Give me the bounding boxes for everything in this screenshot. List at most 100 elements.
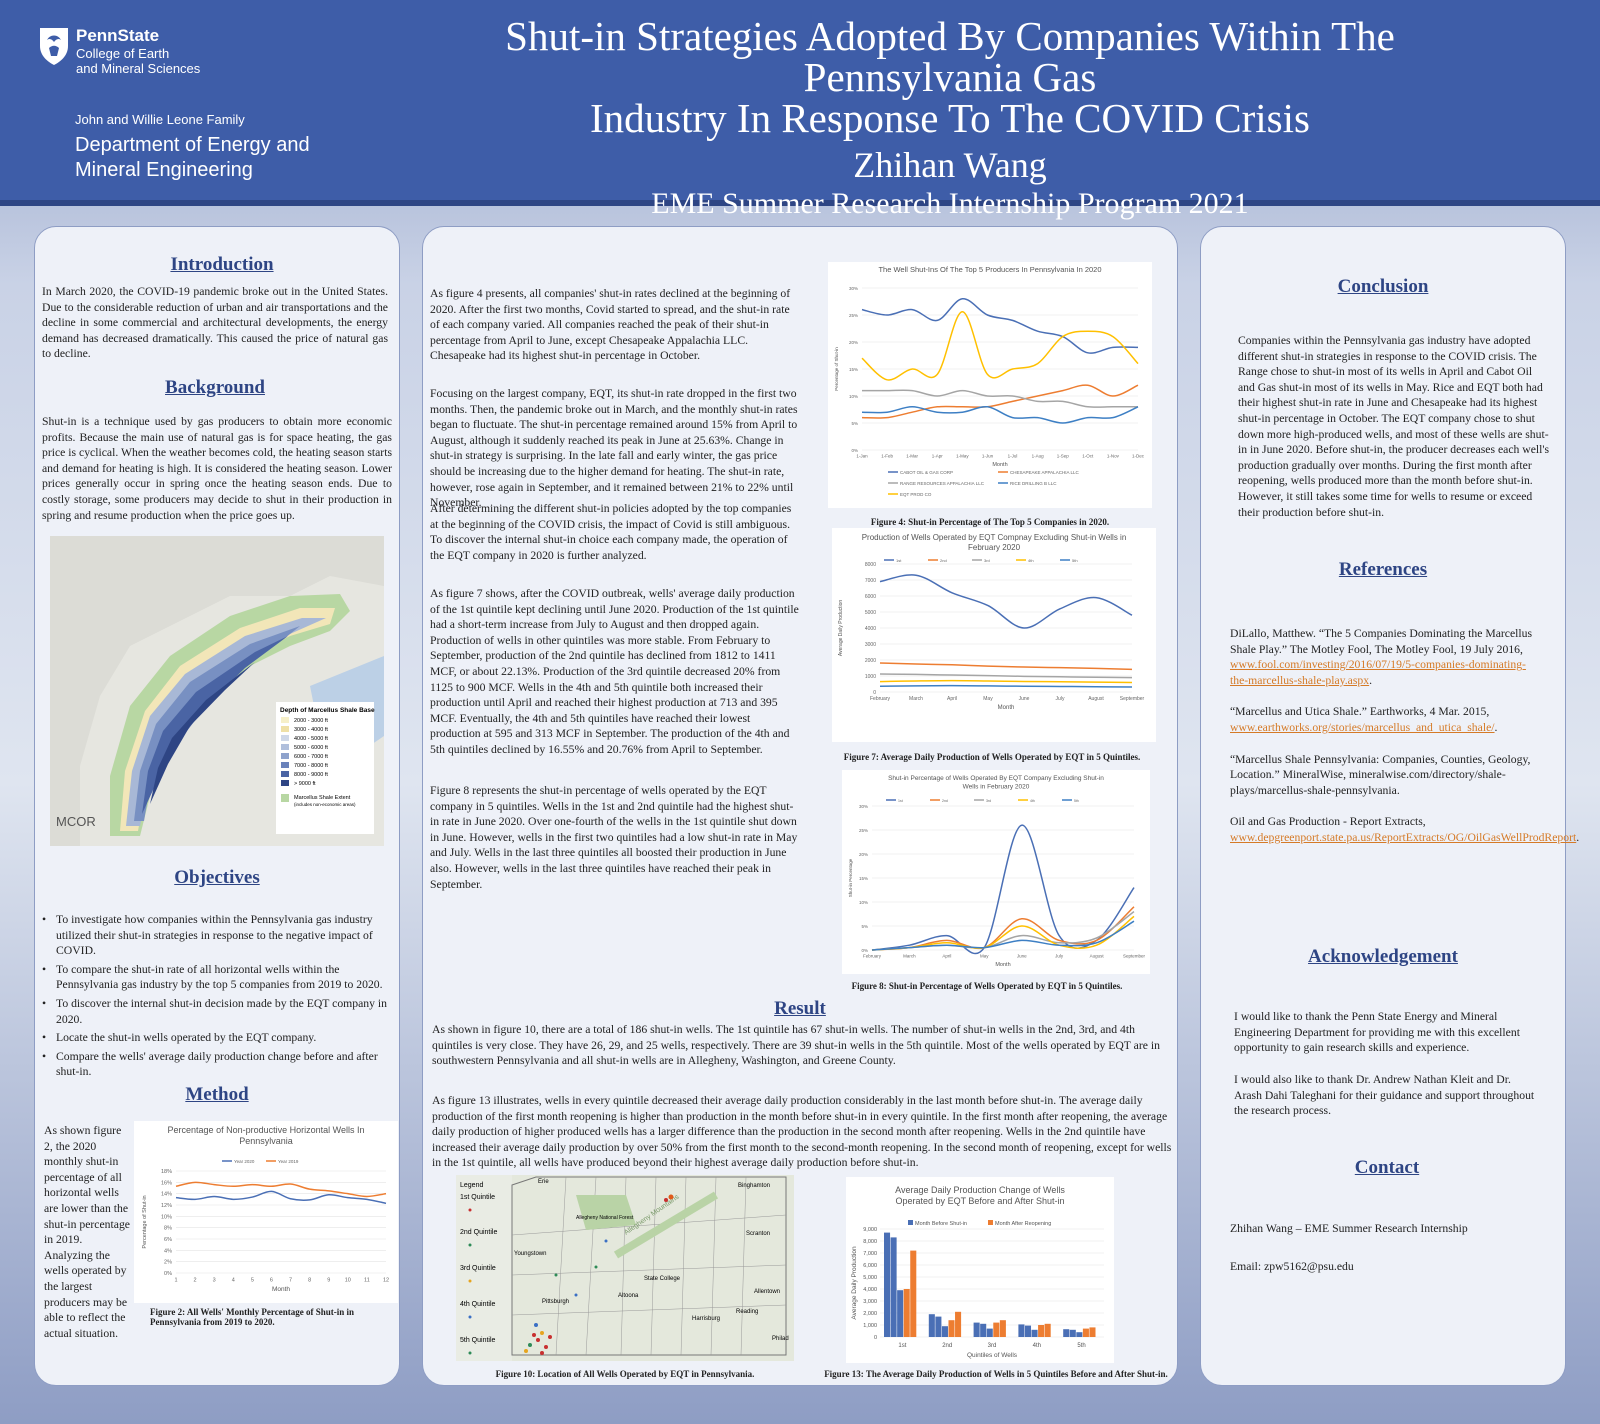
y-tick-label: 3000 — [865, 642, 876, 648]
map10-place: State College — [644, 1276, 681, 1282]
bar — [1044, 1323, 1051, 1337]
background-heading: Background — [165, 377, 265, 398]
x-tick-label: 1-Feb — [881, 454, 893, 459]
y-tick-label: 5% — [861, 924, 868, 929]
y-tick-label: 18% — [161, 1169, 172, 1175]
y-tick-label: 8000 — [865, 562, 876, 568]
y-tick-label: 0% — [851, 448, 858, 453]
legend-label: 3rd — [984, 558, 990, 563]
map10-legend-item: 5th Quintile — [460, 1337, 496, 1344]
reference-link[interactable]: www.depgreenport.state.pa.us/ReportExtra… — [1230, 830, 1577, 844]
contact-heading: Contact — [1354, 1157, 1420, 1178]
y-tick-label: 6% — [164, 1237, 172, 1243]
x-tick-label: 2nd — [942, 1343, 952, 1349]
legend-label: 5th — [1074, 799, 1079, 803]
series-line — [879, 679, 1133, 684]
references-list: DiLallo, Matthew. “The 5 Companies Domin… — [1230, 626, 1579, 862]
map10-place: Allentown — [754, 1289, 780, 1295]
map10-legend-item: 4th Quintile — [460, 1301, 496, 1308]
acknowledgement-heading: Acknowledgement — [1308, 946, 1458, 967]
legend-swatch — [988, 1220, 993, 1225]
y-tick-label: 20% — [849, 340, 858, 345]
reference-link[interactable]: www.fool.com/investing/2016/07/19/5-comp… — [1230, 658, 1526, 687]
y-axis-label: Average Daily Production — [851, 1246, 858, 1320]
figure-4-chart: The Well Shut-Ins Of The Top 5 Producers… — [828, 262, 1152, 508]
x-tick-label: 7 — [289, 1278, 292, 1284]
series-line — [861, 298, 1139, 354]
map-legend-item: 4000 - 5000 ft — [294, 736, 328, 742]
x-tick-label: 3 — [213, 1278, 216, 1284]
y-tick-label: 14% — [161, 1192, 172, 1198]
legend-label: EQT PROD CO — [900, 492, 932, 497]
acknowledgement-text-1: I would like to thank the Penn State Ene… — [1234, 1010, 1520, 1055]
map-legend-extent-sub: (includes non-economic areas) — [294, 802, 356, 807]
result-text-1: As shown in figure 10, there are a total… — [432, 1023, 1160, 1068]
conclusion-text: Companies within the Pennsylvania gas in… — [1238, 334, 1550, 519]
method-text: As shown figure 2, the 2020 monthly shut… — [44, 1124, 130, 1340]
y-tick-label: 15% — [859, 876, 868, 881]
author-name: Zhihan Wang — [853, 145, 1047, 185]
x-tick-label: 4 — [232, 1278, 235, 1284]
bar — [1024, 1325, 1032, 1337]
legend-label: 4th — [1028, 558, 1034, 563]
legend-label: 4th — [1030, 799, 1035, 803]
series-line — [861, 311, 1139, 381]
x-tick-label: August — [1088, 696, 1104, 702]
x-tick-label: June — [1017, 954, 1027, 959]
y-tick-label: 7,000 — [863, 1251, 877, 1257]
chart-title: Production of Wells Operated by EQT Comp… — [862, 533, 1127, 542]
map-legend-extent: Marcellus Shale Extent — [294, 795, 351, 801]
y-tick-label: 5,000 — [863, 1275, 877, 1281]
y-tick-label: 5000 — [865, 610, 876, 616]
y-tick-label: 15% — [849, 367, 858, 372]
map-legend-item: 2000 - 3000 ft — [294, 718, 328, 724]
series-line — [879, 684, 1133, 688]
x-tick-label: 1-Apr — [932, 454, 944, 459]
map10-legend-item: 1st Quintile — [460, 1194, 495, 1201]
reference-link[interactable]: www.earthworks.org/stories/marcellus_and… — [1230, 720, 1495, 734]
x-tick-label: 4th — [1033, 1343, 1041, 1349]
map10-legend-title: Legend — [460, 1182, 483, 1189]
legend-label: Month Before Shut-in — [915, 1221, 967, 1227]
x-tick-label: September — [1120, 696, 1145, 702]
chart-title: Average Daily Production Change of Wells — [895, 1185, 1065, 1195]
objective-item: To investigate how companies within the … — [42, 912, 394, 959]
marcellus-shale-map: Depth of Marcellus Shale Base 2000 - 300… — [50, 536, 384, 846]
x-tick-label: 12 — [383, 1278, 389, 1284]
map10-place: Youngstown — [514, 1251, 546, 1257]
x-tick-label: 1-Jun — [982, 454, 994, 459]
chart-title: February 2020 — [968, 543, 1021, 552]
acknowledgement-text-2: I would also like to thank Dr. Andrew Na… — [1234, 1073, 1535, 1118]
chart-title: Operated by EQT Before and After Shut-in — [896, 1196, 1065, 1206]
chart-title: Percentage of Non-productive Horizontal … — [168, 1125, 365, 1135]
y-tick-label: 2000 — [865, 658, 876, 664]
y-tick-label: 12% — [161, 1203, 172, 1209]
bar — [890, 1237, 897, 1337]
figure-13-chart: Average Daily Production Change of Wells… — [846, 1177, 1114, 1363]
figure-2-chart: Percentage of Non-productive Horizontal … — [134, 1121, 398, 1303]
legend-label: 5th — [1072, 558, 1078, 563]
map-legend-title: Depth of Marcellus Shale Base — [280, 707, 375, 714]
chart-title: The Well Shut-Ins Of The Top 5 Producers… — [878, 265, 1101, 274]
y-tick-label: 10% — [161, 1214, 172, 1220]
method-heading: Method — [185, 1084, 249, 1105]
map10-place: Altoona — [618, 1293, 639, 1299]
bar — [941, 1326, 948, 1337]
x-tick-label: February — [863, 954, 882, 959]
department-name: John and Willie Leone Family Department … — [75, 112, 310, 181]
map-legend-box — [276, 702, 374, 834]
legend-label: 1st — [898, 799, 903, 803]
series-line — [879, 662, 1133, 671]
x-tick-label: 1-Jan — [856, 454, 868, 459]
legend-label: 3rd — [986, 799, 991, 803]
y-tick-label: 0% — [164, 1271, 172, 1277]
figure-13-caption: Figure 13: The Average Daily Production … — [824, 1369, 1168, 1379]
program-name: EME Summer Research Internship Program 2… — [651, 187, 1249, 220]
y-axis-label: Percentage of Shut-in — [142, 1195, 148, 1248]
map10-place: Reading — [736, 1309, 758, 1315]
series-line — [175, 1181, 387, 1198]
college-logo-text: PennState College of Earth and Mineral S… — [76, 26, 201, 76]
figure-4-caption: Figure 4: Shut-in Percentage of The Top … — [870, 517, 1110, 527]
result-heading: Result — [774, 998, 826, 1019]
y-axis-label: Percentage of Shut-in — [834, 347, 839, 391]
